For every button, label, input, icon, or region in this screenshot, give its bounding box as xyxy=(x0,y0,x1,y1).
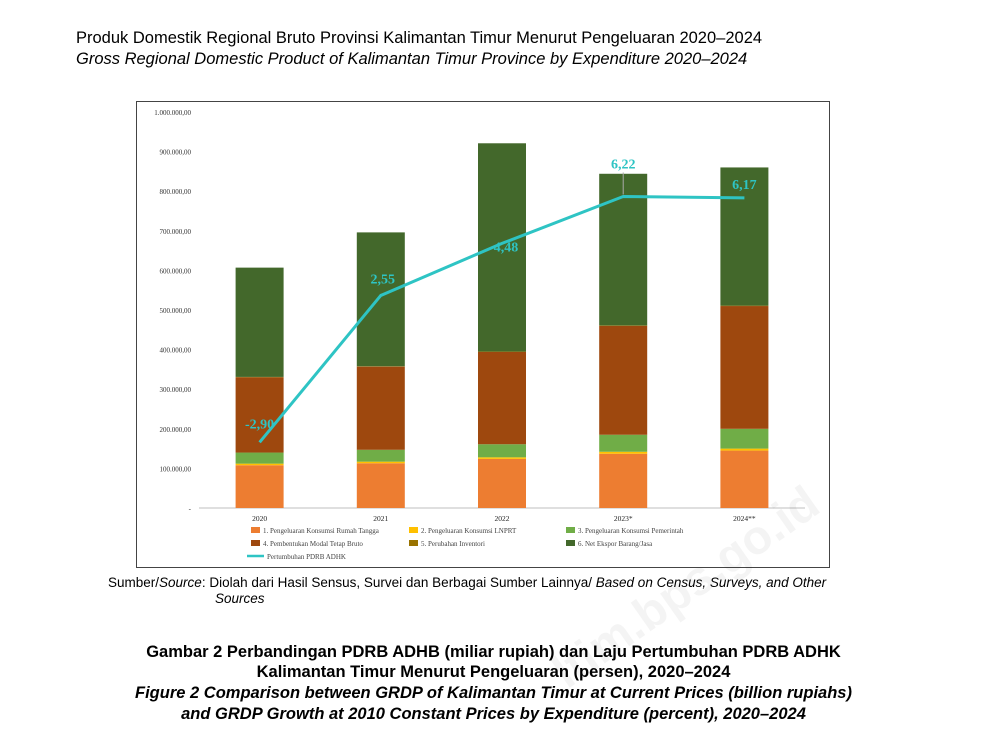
legend-label: 5. Perubahan Inventori xyxy=(421,540,485,548)
legend-swatch xyxy=(251,527,260,533)
y-tick-label: 400.000,00 xyxy=(160,347,192,355)
x-tick-label: 2024** xyxy=(733,514,756,523)
stacked-bar-line-chart: - 100.000,00 200.000,00 300.000,00 400.000,0… xyxy=(154,109,805,561)
bar-segment-1 xyxy=(720,450,769,508)
bar-segment-1 xyxy=(478,458,526,508)
bar-segment-6 xyxy=(356,232,405,367)
bar-segment-1 xyxy=(356,463,405,508)
chart-frame: - 100.000,00 200.000,00 300.000,00 400.000,0… xyxy=(136,101,830,568)
figure-caption-id-line1: Gambar 2 Perbandingan PDRB ADHB (miliar … xyxy=(146,643,841,661)
bar-segment-4 xyxy=(478,351,526,445)
y-tick-label: 700.000,00 xyxy=(160,228,192,236)
bar-segment-4 xyxy=(599,325,648,435)
bar-segment-2 xyxy=(356,461,405,464)
legend-label: 2. Pengeluaran Konsumsi LNPRT xyxy=(421,527,517,535)
growth-data-label: 2,55 xyxy=(371,272,396,287)
bar-segment-2 xyxy=(599,451,648,454)
legend-swatch xyxy=(566,527,575,533)
bar-segment-6 xyxy=(478,143,526,352)
chart-title-indonesian: Produk Domestik Regional Bruto Provinsi … xyxy=(76,29,763,47)
legend-label: Pertumbuhan PDRB ADHK xyxy=(267,553,346,561)
y-tick-label: 900.000,00 xyxy=(160,149,192,157)
bar-segment-2 xyxy=(235,463,284,466)
y-tick-label: 300.000,00 xyxy=(160,386,192,394)
bar-segment-4 xyxy=(356,366,405,450)
y-tick-label: 800.000,00 xyxy=(160,188,192,196)
x-tick-label: 2022 xyxy=(495,514,510,523)
legend-label: 1. Pengeluaran Konsumsi Rumah Tangga xyxy=(263,527,380,535)
source-text-en-cont: Sources xyxy=(215,591,265,606)
bar-segment-6 xyxy=(599,173,648,326)
bar-segment-2 xyxy=(720,448,769,451)
bar-segment-3 xyxy=(235,452,284,464)
legend-label: 6. Net Ekspor Barang/Jasa xyxy=(578,540,653,548)
bar-segment-3 xyxy=(720,428,769,449)
figure-caption-id-line2: Kalimantan Timur Menurut Pengeluaran (pe… xyxy=(256,663,731,681)
y-tick-label: 200.000,00 xyxy=(160,426,192,434)
source-label-en: Source xyxy=(159,575,202,590)
y-tick-label: 600.000,00 xyxy=(160,267,192,275)
x-tick-label: 2023* xyxy=(614,514,633,523)
legend-label: 3. Pengeluaran Konsumsi Pemerintah xyxy=(578,527,684,535)
bar-segment-6 xyxy=(235,267,284,377)
chart-title-english: Gross Regional Domestic Product of Kalim… xyxy=(76,50,748,68)
source-text: : Diolah dari Hasil Sensus, Survei dan B… xyxy=(201,575,596,590)
y-tick-label: 1.000.000,00 xyxy=(154,109,191,117)
figure-caption-en-line1: Figure 2 Comparison between GRDP of Kali… xyxy=(135,684,852,702)
legend-swatch xyxy=(566,540,575,546)
legend-swatch xyxy=(409,540,418,546)
bar-segment-2 xyxy=(478,457,526,459)
bar-segment-6 xyxy=(720,167,769,306)
bar-segment-3 xyxy=(478,444,526,458)
growth-line xyxy=(258,195,745,444)
bar-segment-1 xyxy=(599,453,648,508)
growth-data-label: 4,48 xyxy=(494,240,519,255)
figure-caption-en-line2: and GRDP Growth at 2010 Constant Prices … xyxy=(181,705,806,723)
x-tick-label: 2021 xyxy=(373,514,388,523)
source-text-en: Based on Census, Surveys, and Other xyxy=(595,575,827,590)
growth-data-label: -2,90 xyxy=(245,417,274,432)
bar-segment-4 xyxy=(720,306,769,429)
y-tick-label: 500.000,00 xyxy=(160,307,192,315)
growth-data-label: 6,17 xyxy=(732,178,757,193)
legend-swatch xyxy=(409,527,418,533)
bar-segment-1 xyxy=(235,465,284,508)
x-tick-label: 2020 xyxy=(252,514,267,523)
source-label-id: Sumber/ xyxy=(108,575,160,590)
bar-segment-3 xyxy=(356,449,405,462)
bar-segment-3 xyxy=(599,434,648,452)
source-note: Sumber/Source: Diolah dari Hasil Sensus,… xyxy=(108,575,826,607)
legend-swatch xyxy=(251,540,260,546)
growth-data-label: 6,22 xyxy=(611,158,636,173)
y-tick-label: - xyxy=(189,505,192,513)
legend-label: 4. Pembentukan Modal Tetap Bruto xyxy=(263,540,363,548)
y-tick-label: 100.000,00 xyxy=(160,465,192,473)
